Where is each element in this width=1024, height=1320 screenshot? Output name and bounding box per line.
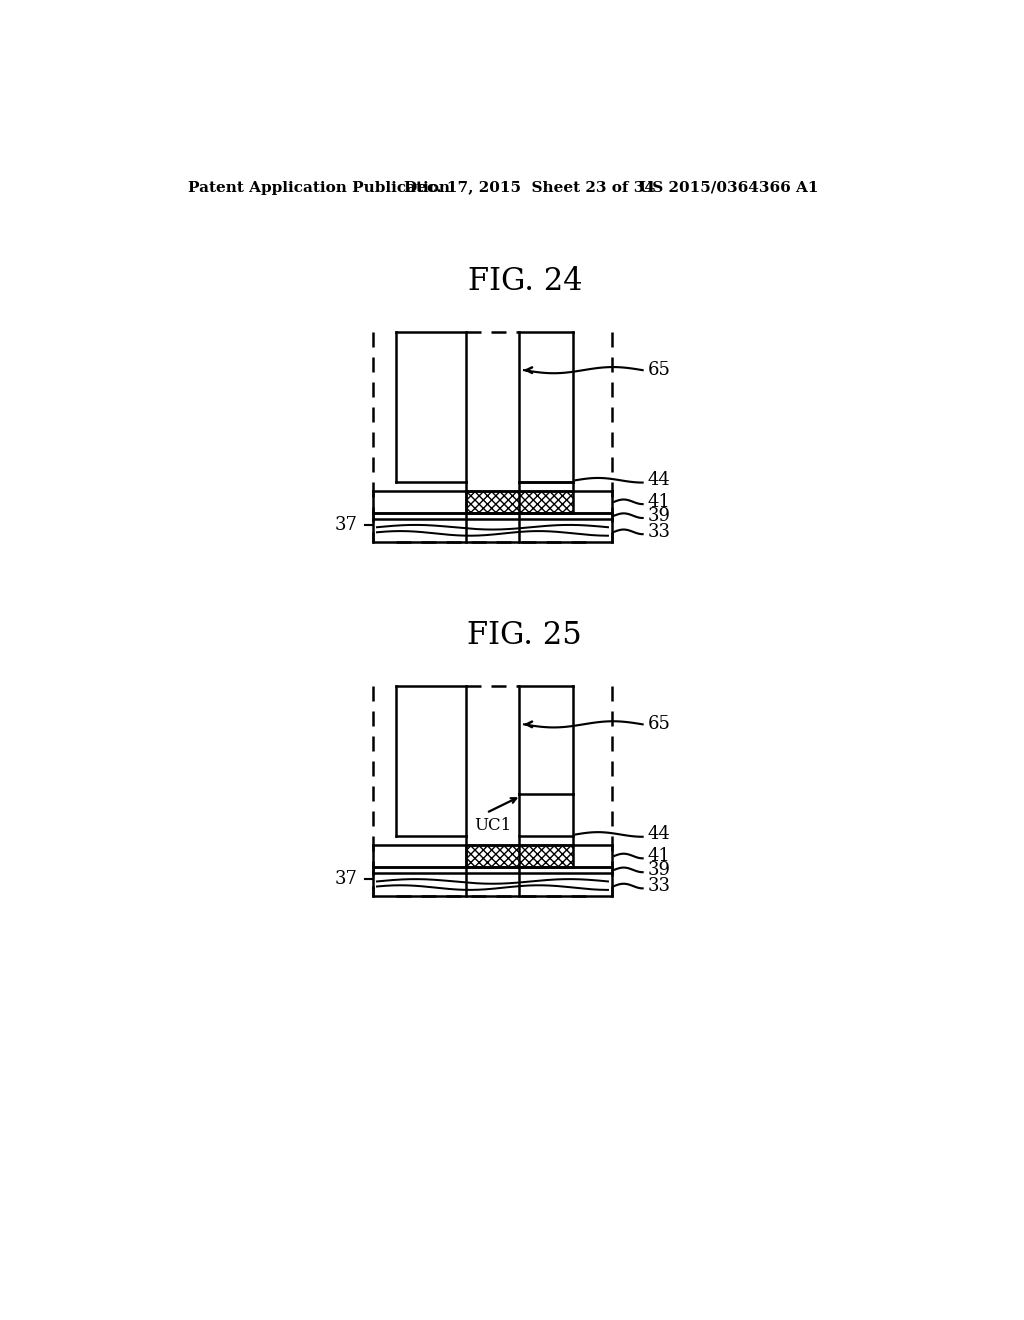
- Text: 37: 37: [335, 516, 357, 533]
- Bar: [466, 845, 573, 867]
- Text: 41: 41: [648, 492, 671, 511]
- Text: 44: 44: [648, 825, 671, 843]
- Text: 33: 33: [648, 876, 671, 895]
- Text: 33: 33: [648, 523, 671, 541]
- Text: 44: 44: [648, 471, 671, 490]
- Text: US 2015/0364366 A1: US 2015/0364366 A1: [639, 181, 818, 194]
- Text: 39: 39: [648, 861, 671, 879]
- Text: Patent Application Publication: Patent Application Publication: [188, 181, 451, 194]
- Text: 39: 39: [648, 507, 671, 524]
- Text: 37: 37: [335, 870, 357, 888]
- Text: FIG. 24: FIG. 24: [468, 267, 582, 297]
- Text: UC1: UC1: [474, 817, 511, 834]
- Text: FIG. 25: FIG. 25: [467, 620, 583, 651]
- Text: 41: 41: [648, 847, 671, 865]
- Bar: [466, 491, 573, 512]
- Text: Dec. 17, 2015  Sheet 23 of 34: Dec. 17, 2015 Sheet 23 of 34: [403, 181, 655, 194]
- Text: 65: 65: [648, 362, 671, 379]
- Text: 65: 65: [648, 715, 671, 734]
